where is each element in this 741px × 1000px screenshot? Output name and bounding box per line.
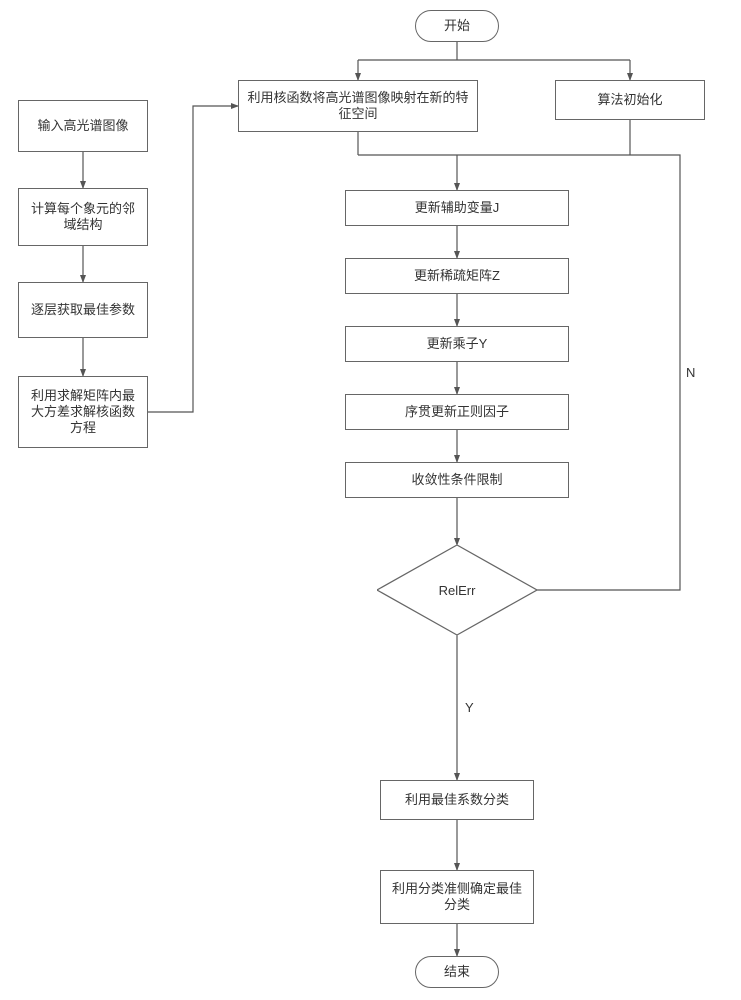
- edge-label-yes: Y: [465, 700, 474, 715]
- left-step-4: 利用求解矩阵内最大方差求解核函数方程: [18, 376, 148, 448]
- loop-step-1: 更新辅助变量J: [345, 190, 569, 226]
- loop-step-5: 收敛性条件限制: [345, 462, 569, 498]
- node-label: 更新稀疏矩阵Z: [414, 268, 500, 284]
- node-label: 计算每个象元的邻域结构: [25, 201, 141, 234]
- loop-step-3: 更新乘子Y: [345, 326, 569, 362]
- init-step: 算法初始化: [555, 80, 705, 120]
- node-label: 序贯更新正则因子: [405, 404, 509, 420]
- node-label: 结束: [444, 964, 470, 980]
- edge-label-no: N: [686, 365, 695, 380]
- end-terminator: 结束: [415, 956, 499, 988]
- decision-node: RelErr: [377, 545, 537, 635]
- node-label: 更新乘子Y: [427, 336, 488, 352]
- node-label: 利用分类准侧确定最佳分类: [387, 881, 527, 914]
- left-step-1: 输入高光谱图像: [18, 100, 148, 152]
- left-step-2: 计算每个象元的邻域结构: [18, 188, 148, 246]
- node-label: 算法初始化: [597, 92, 662, 108]
- loop-step-4: 序贯更新正则因子: [345, 394, 569, 430]
- node-label: 逐层获取最佳参数: [31, 302, 135, 318]
- left-step-3: 逐层获取最佳参数: [18, 282, 148, 338]
- node-label: 利用最佳系数分类: [405, 792, 509, 808]
- node-label: 利用求解矩阵内最大方差求解核函数方程: [25, 388, 141, 437]
- node-label: 开始: [444, 18, 470, 34]
- post-step-2: 利用分类准侧确定最佳分类: [380, 870, 534, 924]
- decision-label: RelErr: [377, 545, 537, 635]
- kernel-map-step: 利用核函数将高光谱图像映射在新的特征空间: [238, 80, 478, 132]
- node-label: 收敛性条件限制: [411, 472, 502, 488]
- node-label: 利用核函数将高光谱图像映射在新的特征空间: [245, 90, 471, 123]
- node-label: 更新辅助变量J: [415, 200, 500, 216]
- node-label: 输入高光谱图像: [37, 118, 128, 134]
- loop-step-2: 更新稀疏矩阵Z: [345, 258, 569, 294]
- start-terminator: 开始: [415, 10, 499, 42]
- post-step-1: 利用最佳系数分类: [380, 780, 534, 820]
